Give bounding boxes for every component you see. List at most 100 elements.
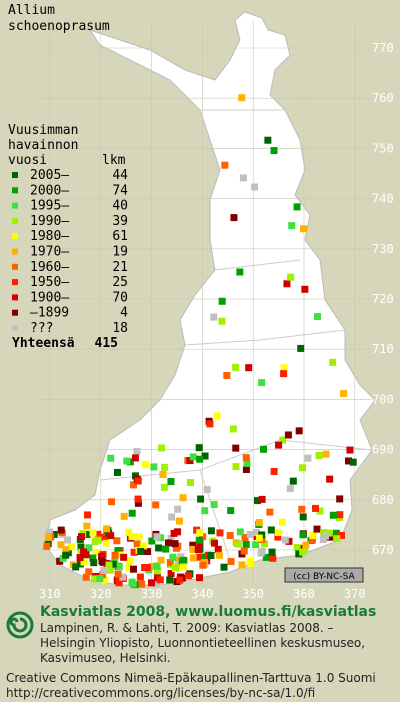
observation — [92, 548, 100, 556]
observation — [280, 370, 288, 378]
observation — [77, 543, 85, 551]
observation — [281, 536, 289, 544]
observation — [43, 542, 51, 550]
region-border — [99, 439, 373, 481]
observation — [210, 313, 218, 321]
observation — [332, 529, 340, 537]
observation — [152, 580, 160, 588]
observation — [295, 427, 303, 435]
observation — [329, 511, 337, 519]
observation — [295, 550, 303, 558]
observation — [195, 444, 203, 452]
observation — [257, 549, 265, 557]
observation — [206, 420, 214, 428]
observation — [326, 475, 334, 483]
observation — [315, 452, 323, 460]
observation — [153, 562, 161, 570]
observation — [168, 513, 176, 521]
observation — [304, 454, 312, 462]
observation — [199, 561, 207, 569]
observation — [270, 147, 278, 155]
observation — [167, 478, 175, 486]
observation — [189, 545, 197, 553]
legend-col: vuosi — [8, 153, 47, 168]
legend-count: 25 — [112, 275, 128, 290]
observation — [82, 573, 90, 581]
observation — [159, 470, 167, 478]
x-coord-label: 350 — [242, 587, 264, 601]
observation — [239, 174, 247, 182]
logo-spiral — [9, 617, 28, 633]
observation — [322, 532, 330, 540]
observation — [100, 566, 108, 574]
legend-swatch — [12, 172, 18, 178]
observation — [340, 390, 348, 398]
observation — [106, 566, 114, 574]
observation — [322, 450, 330, 458]
observation — [218, 297, 226, 305]
observation — [129, 580, 137, 588]
observation — [255, 534, 263, 542]
observation — [186, 457, 194, 465]
observation — [345, 457, 353, 465]
legend-swatch — [12, 248, 18, 255]
observation — [266, 508, 274, 516]
observation — [120, 512, 128, 520]
region-border — [184, 329, 346, 346]
observation — [298, 505, 306, 513]
observation — [210, 539, 218, 547]
observation — [336, 495, 344, 503]
observation — [153, 533, 161, 541]
observation — [57, 541, 65, 549]
legend: Vuusimman havainnon vuosi lkm Yhteensä 4… — [8, 123, 128, 351]
region-border — [214, 259, 301, 271]
observation — [302, 541, 310, 549]
observation — [148, 537, 156, 545]
observation — [195, 536, 203, 544]
observation — [89, 529, 97, 537]
observations — [43, 94, 357, 589]
observation — [300, 225, 308, 233]
observation — [107, 454, 115, 462]
observation — [189, 541, 197, 549]
observation — [172, 544, 180, 552]
observation — [251, 183, 259, 191]
y-coord-label: 670 — [372, 543, 394, 557]
observation — [349, 458, 357, 466]
legend-swatch — [12, 187, 18, 194]
observation — [176, 576, 184, 584]
observation — [80, 548, 88, 556]
observation — [101, 533, 109, 541]
legend-label: 1970– — [30, 245, 69, 260]
legend-count: 19 — [112, 245, 128, 260]
observation — [120, 553, 128, 561]
observation — [309, 531, 317, 539]
observation — [115, 563, 123, 571]
observation — [90, 559, 98, 567]
observation — [109, 560, 117, 568]
legend-total-label: Yhteensä — [12, 336, 75, 351]
observation — [189, 453, 197, 461]
observation — [174, 528, 182, 536]
observation — [126, 557, 134, 565]
license: Creative Commons Nimeä-Epäkaupallinen-Ta… — [6, 671, 376, 685]
y-coord-label: 760 — [372, 91, 394, 105]
observation — [338, 531, 346, 539]
observation — [107, 532, 115, 540]
observation — [246, 530, 254, 538]
badge-box — [284, 567, 364, 583]
observation — [62, 546, 70, 554]
observation — [72, 563, 80, 571]
observation — [153, 567, 161, 575]
legend-count: 4 — [120, 306, 128, 321]
observation — [131, 454, 139, 462]
observation — [299, 548, 307, 556]
legend-label: 1980– — [30, 229, 69, 244]
logo — [6, 611, 34, 639]
observation — [195, 553, 203, 561]
observation — [203, 486, 211, 494]
observation — [232, 363, 240, 371]
observation — [229, 425, 237, 433]
observation — [220, 563, 228, 571]
observation — [89, 554, 97, 562]
